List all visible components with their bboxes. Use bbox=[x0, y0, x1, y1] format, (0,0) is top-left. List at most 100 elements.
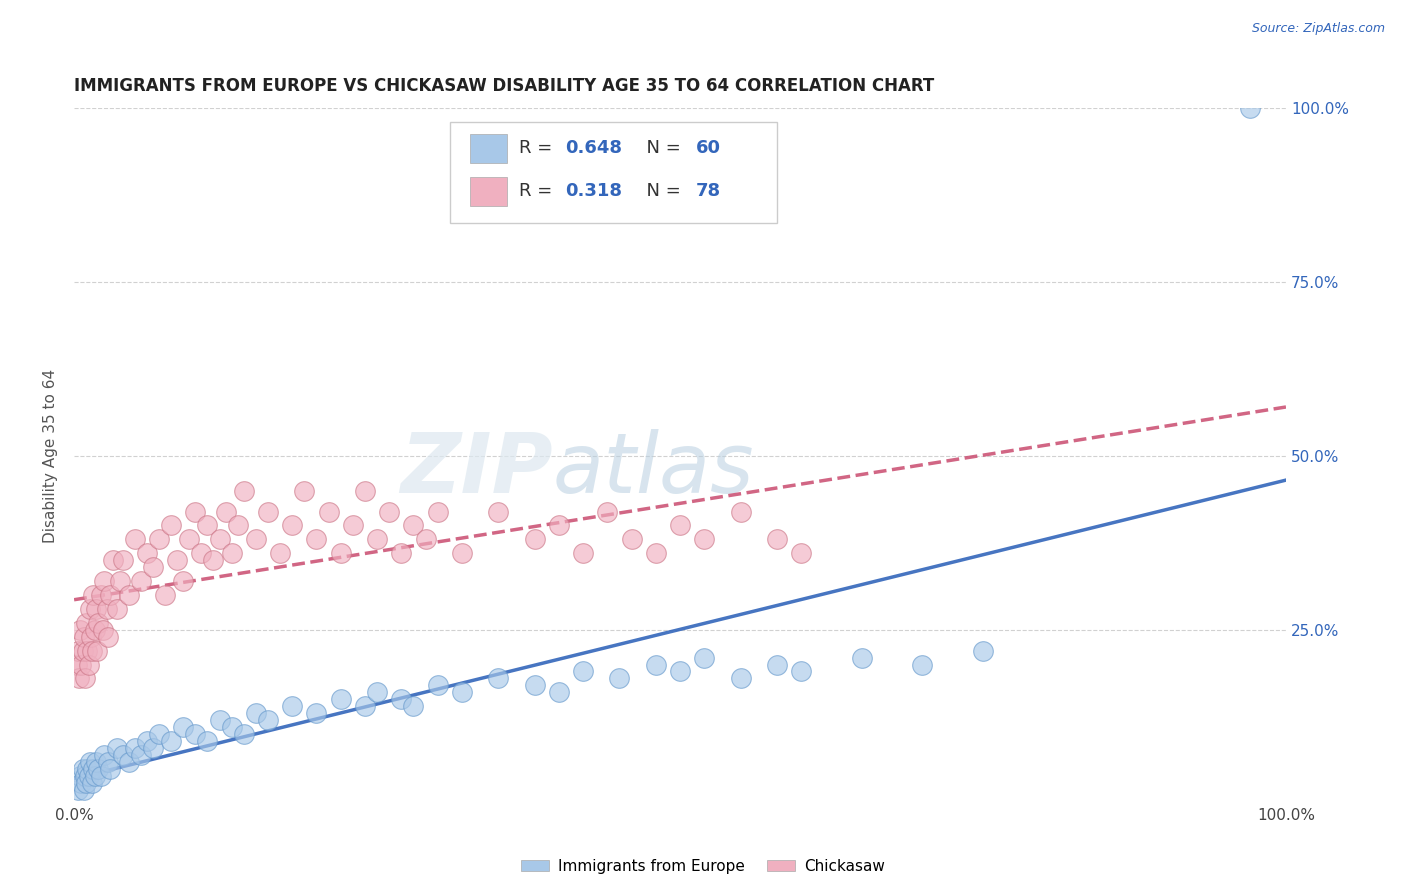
Point bbox=[329, 546, 352, 560]
Text: 0.648: 0.648 bbox=[565, 139, 621, 157]
Point bbox=[190, 546, 212, 560]
Point bbox=[82, 776, 104, 790]
Point bbox=[389, 546, 412, 560]
Point bbox=[111, 553, 134, 567]
Point bbox=[83, 623, 105, 637]
Point bbox=[76, 643, 98, 657]
Point bbox=[389, 692, 412, 706]
Point bbox=[730, 672, 752, 686]
Point bbox=[97, 755, 120, 769]
Point bbox=[100, 588, 122, 602]
Point bbox=[75, 615, 97, 630]
Point bbox=[257, 504, 280, 518]
Point bbox=[160, 518, 183, 533]
Point bbox=[66, 782, 89, 797]
Point bbox=[93, 574, 115, 588]
Point bbox=[129, 574, 152, 588]
Point bbox=[245, 533, 267, 547]
Point bbox=[609, 672, 631, 686]
Point bbox=[79, 602, 101, 616]
Point bbox=[281, 518, 304, 533]
Point bbox=[402, 699, 425, 714]
Point bbox=[693, 533, 716, 547]
Point bbox=[184, 504, 207, 518]
Point bbox=[693, 650, 716, 665]
Point bbox=[108, 574, 131, 588]
Point bbox=[620, 533, 643, 547]
Point bbox=[972, 643, 994, 657]
Point bbox=[451, 685, 474, 699]
Point bbox=[644, 657, 666, 672]
Point bbox=[451, 546, 474, 560]
Point bbox=[91, 623, 114, 637]
Point bbox=[69, 769, 91, 783]
Point bbox=[426, 678, 449, 692]
Point bbox=[523, 678, 546, 692]
Point bbox=[73, 672, 96, 686]
Point bbox=[90, 588, 112, 602]
Point bbox=[100, 762, 122, 776]
Point bbox=[66, 643, 89, 657]
Point bbox=[221, 546, 243, 560]
Point bbox=[486, 504, 509, 518]
Point bbox=[790, 665, 813, 679]
Point bbox=[669, 518, 692, 533]
Point bbox=[851, 650, 873, 665]
Point bbox=[766, 657, 789, 672]
Y-axis label: Disability Age 35 to 64: Disability Age 35 to 64 bbox=[44, 368, 58, 543]
Point bbox=[596, 504, 619, 518]
Text: Source: ZipAtlas.com: Source: ZipAtlas.com bbox=[1251, 22, 1385, 36]
Point bbox=[669, 665, 692, 679]
Point bbox=[342, 518, 364, 533]
Point bbox=[90, 769, 112, 783]
Point bbox=[245, 706, 267, 721]
Point bbox=[73, 630, 96, 644]
Point bbox=[87, 762, 110, 776]
Point bbox=[142, 741, 165, 756]
Point bbox=[142, 560, 165, 574]
Point bbox=[257, 713, 280, 727]
Point bbox=[572, 546, 595, 560]
Point bbox=[292, 483, 315, 498]
Text: R =: R = bbox=[519, 182, 558, 200]
Point bbox=[67, 672, 90, 686]
Point bbox=[184, 727, 207, 741]
Text: IMMIGRANTS FROM EUROPE VS CHICKASAW DISABILITY AGE 35 TO 64 CORRELATION CHART: IMMIGRANTS FROM EUROPE VS CHICKASAW DISA… bbox=[75, 78, 935, 95]
Point bbox=[82, 588, 104, 602]
Point bbox=[197, 518, 219, 533]
Point bbox=[97, 630, 120, 644]
Point bbox=[82, 643, 104, 657]
Point bbox=[232, 727, 254, 741]
Point bbox=[75, 776, 97, 790]
Point bbox=[730, 504, 752, 518]
Point bbox=[329, 692, 352, 706]
Text: ZIP: ZIP bbox=[401, 429, 553, 510]
Point bbox=[354, 483, 377, 498]
Point bbox=[93, 747, 115, 762]
Point bbox=[221, 720, 243, 734]
Point bbox=[572, 665, 595, 679]
Point bbox=[79, 755, 101, 769]
Point bbox=[426, 504, 449, 518]
Point bbox=[84, 755, 107, 769]
Point bbox=[73, 769, 96, 783]
Point bbox=[148, 727, 170, 741]
Text: 78: 78 bbox=[696, 182, 721, 200]
Point bbox=[269, 546, 291, 560]
Point bbox=[402, 518, 425, 533]
Point bbox=[166, 553, 188, 567]
Point bbox=[148, 533, 170, 547]
Point bbox=[83, 769, 105, 783]
Point bbox=[486, 672, 509, 686]
Point bbox=[76, 762, 98, 776]
Point bbox=[415, 533, 437, 547]
Point bbox=[96, 602, 118, 616]
Point bbox=[129, 747, 152, 762]
FancyBboxPatch shape bbox=[450, 122, 778, 223]
Point bbox=[105, 602, 128, 616]
Point bbox=[70, 657, 93, 672]
Point bbox=[77, 769, 100, 783]
Point bbox=[105, 741, 128, 756]
Point bbox=[208, 533, 231, 547]
Point bbox=[172, 574, 194, 588]
